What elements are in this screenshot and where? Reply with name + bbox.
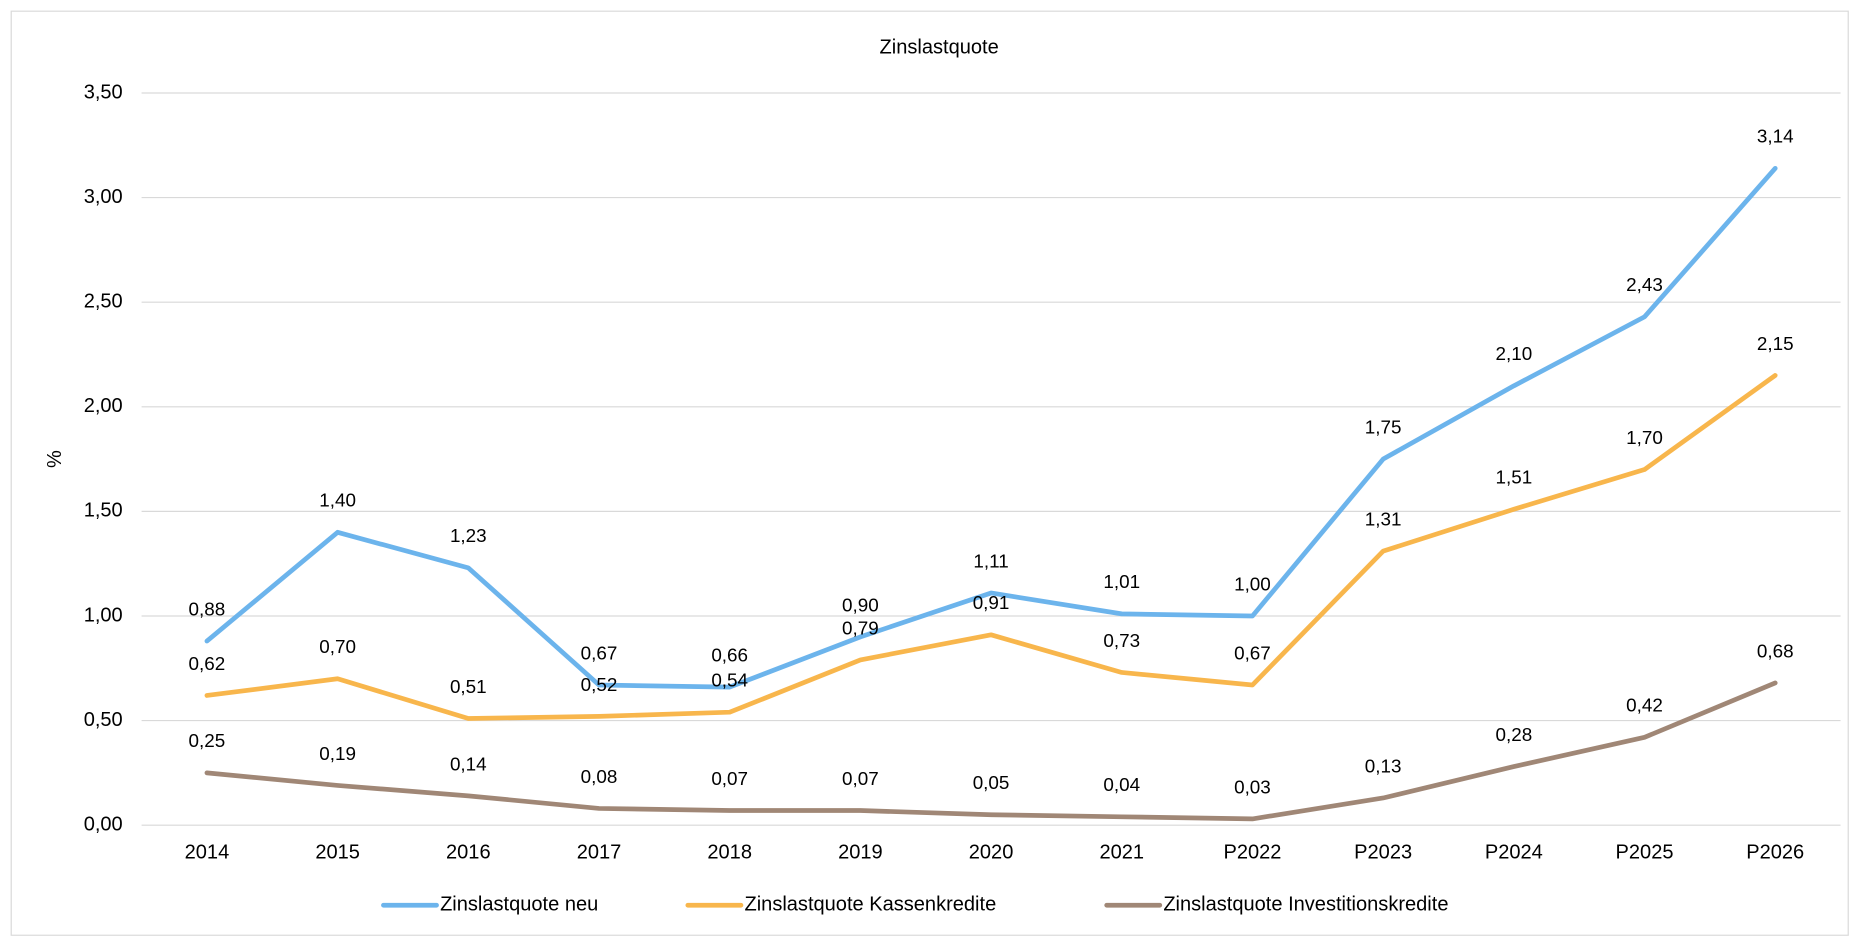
data-label: 0,73 xyxy=(1103,630,1140,651)
data-label: 0,07 xyxy=(842,768,879,789)
y-tick-label: 3,00 xyxy=(84,186,123,208)
data-label: 0,52 xyxy=(581,674,618,695)
data-label: 0,62 xyxy=(189,653,226,674)
data-label: 2,10 xyxy=(1495,343,1532,364)
data-label: 3,14 xyxy=(1757,126,1794,147)
y-tick-label: 0,50 xyxy=(84,709,123,731)
data-label: 0,88 xyxy=(189,598,226,619)
x-tick-label: 2014 xyxy=(185,842,230,864)
data-label: 1,23 xyxy=(450,525,487,546)
y-tick-label: 2,00 xyxy=(84,395,123,417)
data-label: 2,43 xyxy=(1626,274,1663,295)
data-label: 0,90 xyxy=(842,594,879,615)
x-tick-label: 2015 xyxy=(315,842,360,864)
x-tick-label: 2020 xyxy=(969,842,1014,864)
data-label: 0,68 xyxy=(1757,640,1794,661)
x-tick-label: P2023 xyxy=(1354,842,1412,864)
data-label: 0,67 xyxy=(1234,642,1271,663)
x-tick-label: 2019 xyxy=(838,842,883,864)
data-label: 1,70 xyxy=(1626,427,1663,448)
data-label: 0,05 xyxy=(973,772,1010,793)
data-label: 1,75 xyxy=(1365,416,1402,437)
data-label: 0,54 xyxy=(711,670,748,691)
data-label: 1,51 xyxy=(1495,467,1532,488)
y-axis-label: % xyxy=(44,450,66,468)
data-label: 0,19 xyxy=(319,743,356,764)
data-label: 0,03 xyxy=(1234,776,1271,797)
y-tick-label: 3,50 xyxy=(84,81,123,103)
data-label: 0,51 xyxy=(450,676,487,697)
y-tick-label: 0,00 xyxy=(84,813,123,835)
series-line xyxy=(204,680,1778,822)
x-tick-label: P2024 xyxy=(1485,842,1543,864)
data-label: 0,14 xyxy=(450,753,487,774)
data-label: 0,07 xyxy=(711,768,748,789)
legend-label: Zinslastquote neu xyxy=(440,894,598,916)
x-tick-label: P2022 xyxy=(1223,842,1281,864)
data-label: 0,25 xyxy=(189,730,226,751)
x-tick-label: 2017 xyxy=(577,842,622,864)
data-label: 0,42 xyxy=(1626,695,1663,716)
data-label: 0,13 xyxy=(1365,755,1402,776)
data-label: 0,70 xyxy=(319,636,356,657)
data-label: 1,01 xyxy=(1103,571,1140,592)
x-tick-label: P2026 xyxy=(1746,842,1804,864)
chart-title: Zinslastquote xyxy=(880,37,999,59)
data-label: 1,40 xyxy=(319,490,356,511)
series-line xyxy=(204,373,1778,721)
x-tick-label: P2025 xyxy=(1616,842,1674,864)
x-tick-label: 2018 xyxy=(707,842,752,864)
data-label: 0,67 xyxy=(581,642,618,663)
data-label: 0,79 xyxy=(842,617,879,638)
legend-label: Zinslastquote Kassenkredite xyxy=(744,894,996,916)
data-label: 0,91 xyxy=(973,592,1010,613)
x-tick-label: 2021 xyxy=(1099,842,1144,864)
chart-border xyxy=(10,10,1849,936)
data-label: 0,66 xyxy=(711,644,748,665)
legend-label: Zinslastquote Investitionskredite xyxy=(1163,894,1448,916)
y-tick-label: 1,50 xyxy=(84,500,123,522)
data-label: 1,11 xyxy=(973,550,1008,571)
y-tick-label: 2,50 xyxy=(84,290,123,312)
data-label: 0,04 xyxy=(1103,774,1140,795)
data-label: 0,08 xyxy=(581,766,618,787)
data-label: 0,28 xyxy=(1495,724,1532,745)
x-tick-label: 2016 xyxy=(446,842,491,864)
data-label: 2,15 xyxy=(1757,333,1794,354)
y-tick-label: 1,00 xyxy=(84,604,123,626)
series-line xyxy=(204,165,1778,690)
data-label: 1,00 xyxy=(1234,573,1271,594)
data-label: 1,31 xyxy=(1365,509,1402,530)
